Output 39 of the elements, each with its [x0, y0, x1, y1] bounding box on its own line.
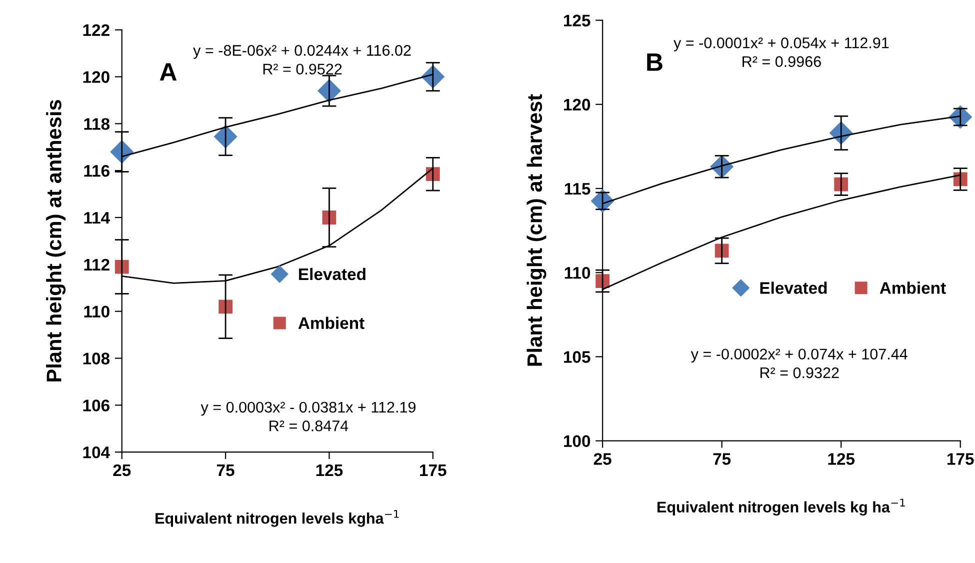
- y-axis-title: Plant height (cm) at harvest: [526, 94, 546, 366]
- legend-label: Ambient: [880, 282, 946, 294]
- y-tick-label: 125: [564, 14, 590, 26]
- y-tick-label: 100: [564, 435, 590, 448]
- y-tick-label: 122: [83, 24, 110, 36]
- x-axis-title: Equivalent nitrogen levels kgha$^{−1}$: [156, 510, 399, 527]
- annotation: y = -0.0002x² + 0.074x + 107.44 R² = 0.9322: [690, 348, 908, 378]
- x-tick-label: 125: [316, 464, 343, 476]
- x-tick-label: 175: [420, 464, 446, 476]
- x-tick-label: 25: [113, 464, 131, 476]
- y-tick-label: 120: [564, 98, 590, 111]
- y-tick-label: 105: [564, 351, 590, 363]
- x-tick-label: 125: [828, 453, 855, 465]
- y-tick-label: 112: [84, 258, 110, 270]
- y-tick-label: 104: [83, 446, 110, 458]
- y-tick-label: 108: [83, 352, 110, 364]
- y-tick-label: 115: [564, 183, 590, 195]
- y-tick-label: 116: [84, 164, 110, 177]
- y-tick-label: 118: [84, 118, 110, 130]
- x-tick-label: 25: [594, 453, 612, 465]
- y-tick-label: 110: [84, 306, 110, 318]
- legend-label: Elevated: [760, 282, 827, 294]
- y-tick-label: 106: [83, 400, 110, 412]
- annotation: y = -8E-06x² + 0.0244x + 116.02 R² = 0.9522: [193, 45, 411, 75]
- y-tick-label: 114: [84, 212, 110, 224]
- x-tick-label: 75: [217, 464, 234, 476]
- point: [218, 300, 232, 314]
- legend-label: Elevated: [299, 268, 366, 280]
- x-tick-label: 175: [948, 453, 974, 465]
- y-axis-title: Plant height (cm) at anthesis: [46, 100, 66, 382]
- legend-label: Ambient: [298, 316, 364, 329]
- x-axis-title: Equivalent nitrogen levels kg ha$^{−1}$: [658, 498, 905, 516]
- y-tick-label: 120: [83, 71, 110, 83]
- annotation: y = 0.0003x² - 0.0381x + 112.19 R² = 0.8474: [200, 402, 416, 432]
- x-tick-label: 75: [713, 453, 731, 465]
- text: B: [647, 54, 662, 71]
- annotation: y = -0.0001x² + 0.054x + 112.91 R² = 0.9966: [674, 37, 889, 67]
- y-tick-label: 110: [564, 267, 590, 279]
- text: A: [160, 63, 177, 81]
